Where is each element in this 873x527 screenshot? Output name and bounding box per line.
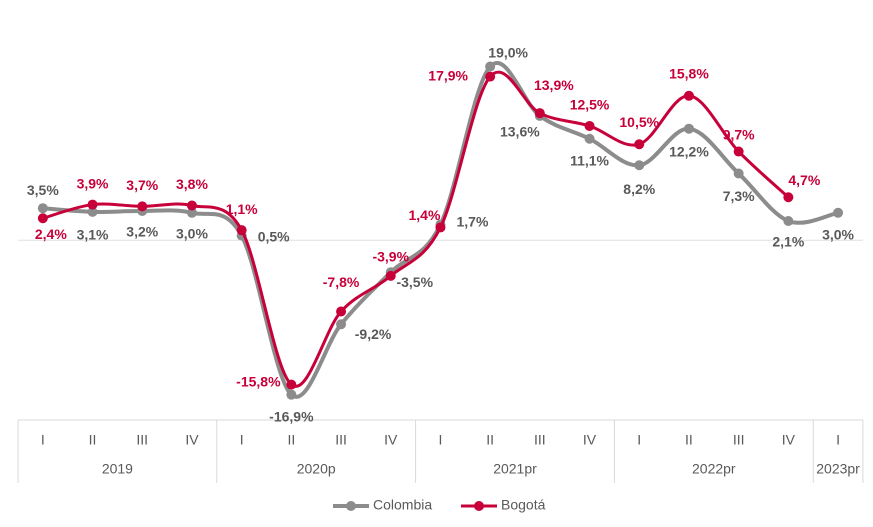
data-label: 1,7% [456, 213, 488, 229]
point [833, 207, 844, 218]
data-label: -9,2% [355, 326, 392, 342]
data-label: 15,8% [669, 66, 709, 82]
data-label: 12,5% [570, 97, 610, 113]
data-label: 11,1% [570, 152, 609, 168]
point [336, 319, 347, 330]
point [336, 306, 347, 317]
data-label: 7,3% [723, 188, 755, 204]
x-tick-label: III [534, 432, 546, 448]
data-label: 1,4% [408, 207, 440, 223]
point [683, 90, 694, 101]
point [733, 146, 744, 157]
x-tick-label: I [240, 432, 244, 448]
point [37, 203, 48, 214]
point [783, 216, 794, 227]
data-label: 3,8% [176, 176, 208, 192]
point [286, 389, 297, 400]
point [286, 379, 297, 390]
data-label: -3,5% [396, 274, 433, 290]
point [485, 61, 496, 72]
point [634, 139, 645, 150]
point [534, 108, 545, 119]
data-label: 3,5% [27, 182, 59, 198]
data-label: 3,0% [176, 225, 208, 241]
data-label: 3,1% [77, 227, 109, 243]
point [485, 71, 496, 82]
data-label: 12,2% [669, 143, 709, 159]
x-tick-label: I [836, 432, 840, 448]
data-label: 1,1% [226, 201, 258, 217]
point [634, 160, 645, 171]
point [137, 201, 148, 212]
point [87, 206, 98, 217]
point [37, 213, 48, 224]
data-label: 13,9% [534, 77, 574, 93]
group-label: 2021pr [493, 461, 537, 477]
data-label: -7,8% [323, 274, 360, 290]
x-tick-label: I [637, 432, 641, 448]
data-label: 17,9% [428, 67, 468, 83]
data-label: 13,6% [500, 124, 540, 140]
group-label: 2020p [297, 461, 336, 477]
point [683, 123, 694, 134]
point [584, 133, 595, 144]
x-tick-label: III [136, 432, 148, 448]
x-tick-label: III [335, 432, 347, 448]
data-label: -15,8% [236, 373, 281, 389]
x-tick-label: IV [384, 432, 398, 448]
point [186, 207, 197, 218]
data-label: 3,9% [77, 175, 109, 191]
x-tick-label: II [685, 432, 693, 448]
legend-label: Bogotá [501, 497, 546, 513]
data-label: 2,1% [772, 234, 804, 250]
group-label: 2019 [102, 461, 133, 477]
x-tick-label: IV [583, 432, 597, 448]
x-tick-label: I [439, 432, 443, 448]
legend-marker [346, 501, 356, 511]
data-label: 3,7% [126, 177, 158, 193]
point [236, 225, 247, 236]
group-label: 2022pr [692, 461, 736, 477]
data-label: 0,5% [258, 228, 290, 244]
point [186, 200, 197, 211]
data-label: 8,2% [623, 181, 655, 197]
group-label: 2023pr [816, 461, 860, 477]
data-label: 10,5% [619, 114, 659, 130]
point [435, 222, 446, 233]
point [783, 192, 794, 203]
data-label: 4,7% [788, 172, 820, 188]
point [385, 270, 396, 281]
data-label: 19,0% [488, 44, 528, 60]
x-tick-label: IV [782, 432, 796, 448]
x-tick-label: II [486, 432, 494, 448]
point [733, 168, 744, 179]
x-tick-label: IV [185, 432, 199, 448]
data-label: -3,9% [372, 249, 409, 265]
data-label: 3,2% [126, 224, 158, 240]
data-label: -16,9% [269, 408, 314, 424]
x-tick-label: I [41, 432, 45, 448]
data-label: 3,0% [822, 226, 854, 242]
data-label: 9,7% [723, 126, 755, 142]
x-tick-label: II [89, 432, 97, 448]
x-tick-label: II [287, 432, 295, 448]
legend-marker [474, 501, 484, 511]
x-tick-label: III [733, 432, 745, 448]
data-label: 2,4% [35, 226, 67, 242]
point [87, 199, 98, 210]
point [584, 120, 595, 131]
legend-label: Colombia [373, 497, 432, 513]
